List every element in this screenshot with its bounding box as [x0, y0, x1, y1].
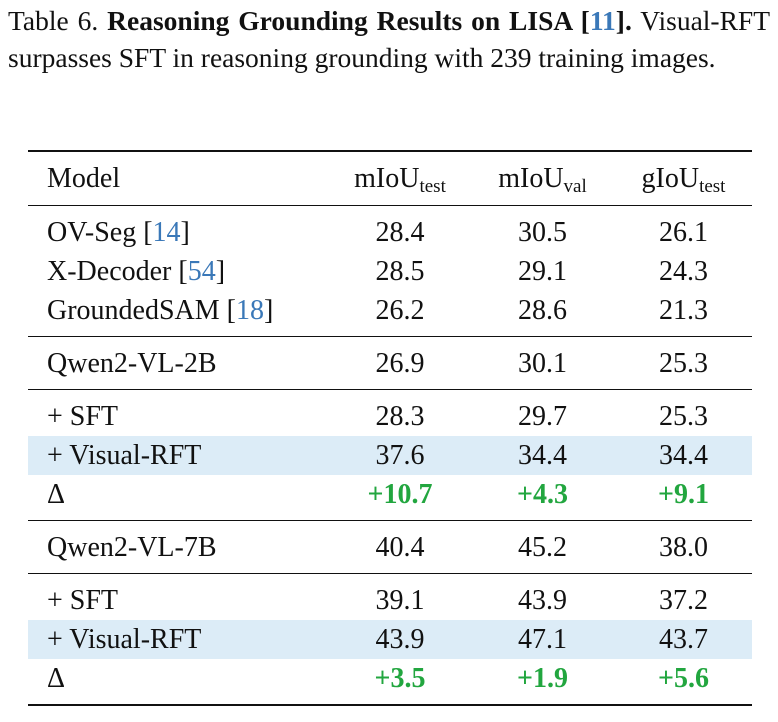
model-cell: + SFT: [28, 390, 330, 437]
value-cell: 38.0: [659, 531, 708, 563]
results-table: Model mIoUtest mIoUval gIoUtest OV-Seg [14] 2…: [28, 150, 752, 706]
header-subscript: val: [563, 175, 587, 197]
value-cell: 45.2: [518, 531, 567, 563]
table-row: + SFT 28.3 29.7 25.3: [28, 390, 752, 437]
caption-text: Visual-RFT surpasses SFT in reasoning gr…: [8, 5, 771, 73]
table-row: Δ +10.7 +4.3 +9.1: [28, 475, 752, 521]
table-row: + Visual-RFT 37.6 34.4 34.4: [28, 436, 752, 475]
model-name: + Visual-RFT: [47, 439, 202, 471]
value-cell: 43.9: [330, 620, 470, 659]
caption-title: Reasoning Grounding Results on LISA [11]…: [107, 5, 632, 36]
model-name-end: ]: [264, 294, 274, 326]
value-cell: 30.1: [518, 347, 567, 379]
table-row: Δ +3.5 +1.9 +5.6: [28, 659, 752, 705]
header-row: Model mIoUtest mIoUval gIoUtest: [28, 151, 752, 206]
row-group: Qwen2-VL-7B 40.4 45.2 38.0: [28, 521, 752, 574]
caption-title-text: Reasoning Grounding Results on LISA [: [107, 5, 590, 36]
model-name-end: ]: [180, 216, 190, 248]
row-group: + SFT 28.3 29.7 25.3 + Visual-RFT 37.6 34.4 34.…: [28, 390, 752, 521]
row-group: Qwen2-VL-2B 26.9 30.1 25.3: [28, 337, 752, 390]
header-cell: mIoUtest: [330, 151, 470, 206]
model-name: Δ: [47, 662, 66, 694]
header-cell: gIoUtest: [615, 151, 752, 206]
table-row: Qwen2-VL-7B 40.4 45.2 38.0: [28, 521, 752, 574]
citation[interactable]: 11: [589, 5, 616, 36]
value-cell: 39.1: [375, 584, 425, 616]
value-cell: +5.6: [658, 662, 709, 694]
value-cell: 25.3: [659, 400, 708, 432]
model-cell: Qwen2-VL-7B: [28, 521, 330, 574]
model-cell: GroundedSAM [18]: [28, 291, 330, 337]
value-cell: 26.2: [375, 294, 425, 326]
header-text: gIoU: [641, 162, 700, 194]
model-name: Δ: [47, 478, 66, 510]
model-name: GroundedSAM [: [47, 294, 236, 326]
row-group: OV-Seg [14] 28.4 30.5 26.1 X-Decoder [54] 28.…: [28, 206, 752, 337]
model-name-end: ]: [215, 255, 226, 287]
model-name: + SFT: [47, 400, 119, 432]
value-cell: 29.1: [518, 255, 567, 287]
value-cell: +4.3: [517, 478, 568, 510]
value-cell: 24.3: [659, 255, 708, 287]
value-cell: 40.4: [375, 531, 425, 563]
model-cell: Qwen2-VL-2B: [28, 337, 330, 390]
caption-label: Table 6.: [8, 5, 99, 36]
model-cell: OV-Seg [14]: [28, 206, 330, 253]
model-cell: + Visual-RFT: [28, 620, 330, 659]
value-cell: 28.6: [518, 294, 567, 326]
table-row: X-Decoder [54] 28.5 29.1 24.3: [28, 252, 752, 291]
table-header: Model mIoUtest mIoUval gIoUtest: [28, 151, 752, 206]
table-row: + SFT 39.1 43.9 37.2: [28, 574, 752, 621]
table-row: GroundedSAM [18] 26.2 28.6 21.3: [28, 291, 752, 337]
table-row: OV-Seg [14] 28.4 30.5 26.1: [28, 206, 752, 253]
value-cell: 37.2: [659, 584, 708, 616]
value-cell: 29.7: [518, 400, 567, 432]
model-cell: Δ: [28, 659, 330, 705]
model-name: OV-Seg [: [47, 216, 153, 248]
header-subscript: test: [699, 175, 726, 197]
row-group: + SFT 39.1 43.9 37.2 + Visual-RFT 43.9 47.1 43.…: [28, 574, 752, 705]
value-cell: 30.5: [518, 216, 567, 248]
model-cell: Δ: [28, 475, 330, 521]
model-cell: X-Decoder [54]: [28, 252, 330, 291]
model-name: + Visual-RFT: [47, 623, 202, 655]
value-cell: 21.3: [659, 294, 708, 326]
value-cell: +1.9: [517, 662, 568, 694]
value-cell: 43.7: [615, 620, 752, 659]
header-text: mIoU: [498, 162, 564, 194]
citation[interactable]: 18: [236, 294, 264, 326]
model-name: X-Decoder [: [47, 255, 188, 287]
header-text: Model: [47, 162, 121, 194]
model-cell: + SFT: [28, 574, 330, 621]
value-cell: +10.7: [367, 478, 433, 510]
caption: Table 6. Reasoning Grounding Results on …: [8, 2, 770, 76]
header-cell: mIoUval: [470, 151, 615, 206]
model-name: Qwen2-VL-2B: [47, 347, 217, 379]
value-cell: +3.5: [374, 662, 426, 694]
value-cell: 34.4: [615, 436, 752, 475]
value-cell: 43.9: [518, 584, 567, 616]
value-cell: 47.1: [470, 620, 615, 659]
header-cell: Model: [28, 151, 330, 206]
value-cell: 25.3: [659, 347, 708, 379]
value-cell: 26.1: [659, 216, 708, 248]
citation[interactable]: 14: [152, 216, 181, 248]
value-cell: 28.5: [375, 255, 425, 287]
header-subscript: test: [419, 175, 446, 197]
model-name: Qwen2-VL-7B: [47, 531, 217, 563]
value-cell: 37.6: [330, 436, 470, 475]
value-cell: 28.4: [375, 216, 425, 248]
model-cell: + Visual-RFT: [28, 436, 330, 475]
table-row: Qwen2-VL-2B 26.9 30.1 25.3: [28, 337, 752, 390]
citation[interactable]: 54: [187, 255, 216, 287]
caption-title-end: ].: [615, 5, 632, 36]
table-row: + Visual-RFT 43.9 47.1 43.7: [28, 620, 752, 659]
header-text: mIoU: [354, 162, 420, 194]
value-cell: 28.3: [375, 400, 425, 432]
model-name: + SFT: [47, 584, 119, 616]
value-cell: +9.1: [658, 478, 709, 510]
value-cell: 26.9: [375, 347, 425, 379]
value-cell: 34.4: [470, 436, 615, 475]
